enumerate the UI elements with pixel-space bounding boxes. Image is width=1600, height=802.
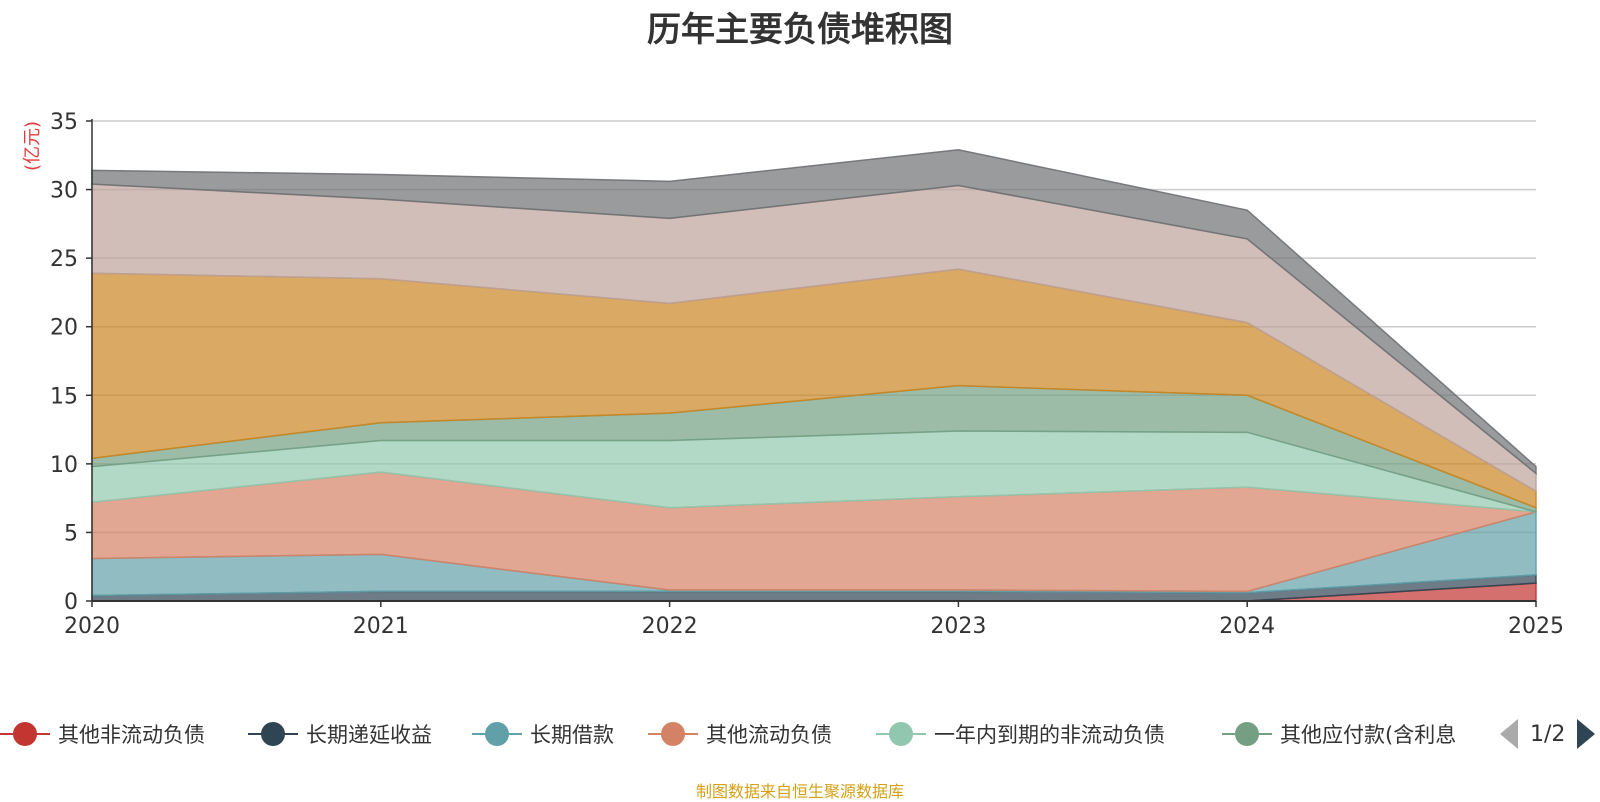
y-tick-label: 10: [50, 453, 78, 478]
legend-label: 其他非流动负债: [58, 723, 205, 747]
area-series-应付票据: [91, 149, 1537, 476]
legend-item[interactable]: 其他非流动负债: [0, 716, 205, 752]
y-axis-label: (亿元): [22, 121, 43, 171]
legend-label: 其他应付款(含利息: [1280, 723, 1457, 747]
y-tick-label: 0: [64, 590, 78, 615]
legend-label: 其他流动负债: [706, 723, 832, 747]
y-tick-label: 25: [50, 247, 78, 272]
x-tick-label: 2020: [64, 614, 120, 639]
legend-marker-icon: [248, 722, 298, 746]
legend-item[interactable]: 一年内到期的非流动负债: [876, 716, 1165, 752]
y-tick-label: 20: [50, 316, 78, 341]
x-tick-label: 2022: [642, 614, 698, 639]
chart-legend: 其他非流动负债 长期递延收益 长期借款 其他流动负债 一年内到期的非流动负债 其他应付款(…: [0, 716, 1600, 752]
x-tick-label: 2024: [1219, 614, 1275, 639]
legend-page-indicator: 1/2: [1530, 721, 1566, 747]
legend-marker-icon: [1222, 722, 1272, 746]
legend-label: 一年内到期的非流动负债: [934, 723, 1165, 747]
legend-item[interactable]: 其他流动负债: [648, 716, 832, 752]
x-tick-label: 2025: [1508, 614, 1564, 639]
x-tick-label: 2023: [930, 614, 986, 639]
legend-marker-icon: [472, 722, 522, 746]
legend-label: 长期递延收益: [306, 723, 432, 747]
legend-item[interactable]: 长期递延收益: [248, 716, 432, 752]
legend-marker-icon: [876, 722, 926, 746]
legend-item[interactable]: 长期借款: [472, 716, 614, 752]
y-tick-label: 15: [50, 384, 78, 409]
y-tick-label: 5: [64, 521, 78, 546]
legend-label: 长期借款: [530, 723, 614, 747]
chart-title: 历年主要负债堆积图: [647, 10, 953, 50]
next-page-icon[interactable]: [1577, 719, 1596, 749]
legend-marker-icon: [648, 722, 698, 746]
data-source-note: 制图数据来自恒生聚源数据库: [695, 782, 904, 801]
x-tick-label: 2021: [353, 614, 409, 639]
y-tick-label: 35: [50, 110, 78, 135]
legend-item[interactable]: 其他应付款(含利息: [1222, 716, 1456, 752]
legend-marker-icon: [0, 722, 50, 746]
legend-pager: 1/2: [1500, 716, 1596, 752]
prev-page-icon[interactable]: [1500, 719, 1518, 749]
area-series: [91, 149, 1537, 602]
y-tick-label: 30: [50, 179, 78, 204]
